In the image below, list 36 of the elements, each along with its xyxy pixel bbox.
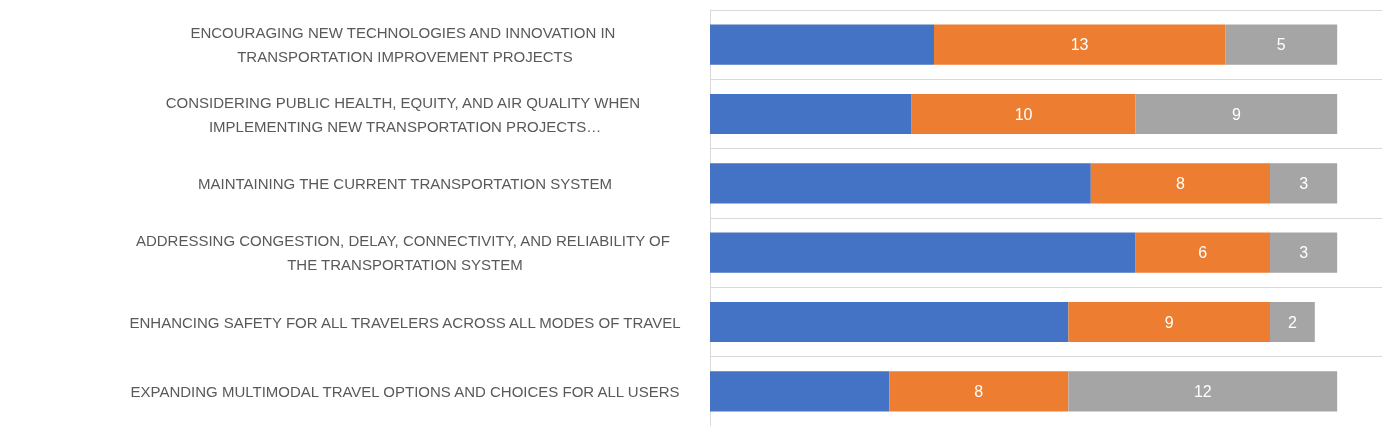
data-label: 2 — [1287, 313, 1297, 331]
y-tick-label: CONSIDERING PUBLIC HEALTH, EQUITY, AND AIR QUALITY WHEN IMPLEMENTING NEW TRANSPORTATION PROJECTS… — [165, 93, 645, 135]
data-label: 3 — [1299, 244, 1309, 262]
data-label: 12 — [1193, 382, 1212, 400]
bar — [710, 301, 1069, 343]
bar — [710, 163, 1091, 204]
bar — [1068, 301, 1270, 343]
data-label: 9 — [1164, 313, 1174, 331]
bar — [710, 93, 912, 135]
bar — [710, 232, 1136, 273]
bar — [710, 371, 890, 412]
y-tick-label: MAINTAINING THE CURRENT TRANSPORTATION SYSTEM — [198, 174, 612, 192]
data-label: 5 — [1276, 36, 1286, 54]
bar — [1068, 371, 1338, 412]
y-tick-label: EXPANDING MULTIMODAL TRAVEL OPTIONS AND CHOICES FOR ALL USERS — [130, 382, 680, 400]
bar — [1270, 301, 1315, 343]
bar — [1135, 232, 1270, 273]
bar — [1270, 163, 1338, 204]
data-label: 9 — [1231, 105, 1241, 123]
bar — [710, 24, 934, 65]
bar — [911, 93, 1136, 135]
bar — [934, 24, 1226, 65]
data-label: 8 — [1175, 174, 1185, 192]
data-label: 6 — [1198, 244, 1208, 262]
data-label: 3 — [1299, 174, 1309, 192]
bar — [1225, 24, 1338, 65]
y-tick-label: ADDRESSING CONGESTION, DELAY, CONNECTIVITY, AND RELIABILITY OF THE TRANSPORTATION SYSTEM — [135, 232, 675, 274]
bar — [1270, 232, 1338, 273]
data-label: 8 — [974, 382, 984, 400]
y-tick-label: ENCOURAGING NEW TECHNOLOGIES AND INNOVATION IN TRANSPORTATION IMPROVEMENT PROJECTS — [190, 24, 620, 66]
y-tick-label: ENHANCING SAFETY FOR ALL TRAVELERS ACROSS ALL MODES OF TRAVEL — [129, 313, 681, 331]
bar — [889, 371, 1069, 412]
bar — [1090, 163, 1270, 204]
bar — [1135, 93, 1338, 135]
data-label: 13 — [1070, 36, 1089, 54]
data-label: 10 — [1014, 105, 1033, 123]
